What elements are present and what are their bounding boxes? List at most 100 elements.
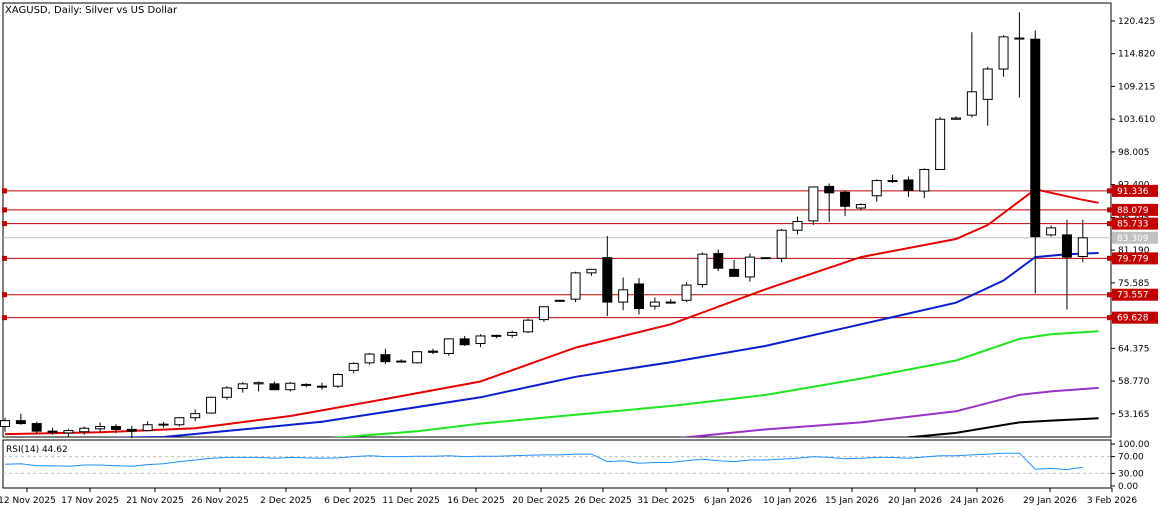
- main-pane-border: [2, 2, 1112, 438]
- candle: [142, 421, 153, 432]
- candle-body: [158, 423, 169, 426]
- candle: [618, 277, 629, 311]
- candle-body: [301, 383, 312, 386]
- candle: [253, 381, 264, 392]
- time-tick-label: 12 Nov 2025: [0, 496, 56, 506]
- candle-body: [602, 257, 613, 303]
- candle-body: [142, 424, 153, 432]
- candle: [0, 417, 10, 432]
- price-tick-label: 109.215: [1118, 82, 1155, 92]
- candle-body: [1014, 37, 1025, 40]
- price-tick-label: 120.425: [1118, 17, 1155, 27]
- candle: [729, 260, 740, 277]
- candle: [47, 427, 58, 435]
- candle-body: [840, 191, 851, 207]
- candle: [1014, 12, 1025, 98]
- chart-title: XAGUSD, Daily: Silver vs US Dollar: [5, 5, 178, 16]
- candle: [412, 351, 423, 364]
- time-tick-label: 10 Jan 2026: [763, 496, 817, 506]
- candle: [697, 252, 708, 288]
- price-tick-label: 58.770: [1118, 377, 1150, 387]
- price-level-tag: [1112, 288, 1158, 301]
- candle-body: [443, 338, 454, 354]
- moving-average-line: [678, 386, 1099, 437]
- candle: [665, 299, 676, 304]
- candle-body: [412, 351, 423, 364]
- candle-body: [713, 253, 724, 269]
- price-level-tag: [1112, 184, 1158, 197]
- candle: [475, 334, 486, 348]
- candle-body: [332, 373, 343, 387]
- candle-body: [491, 334, 502, 337]
- rsi-tick-label: 0.00: [1118, 482, 1138, 492]
- candle-body: [348, 362, 359, 371]
- candle-body: [776, 229, 787, 259]
- candle: [760, 257, 771, 260]
- price-level-label: 79.779: [1117, 254, 1149, 264]
- price-level-label: 73.557: [1117, 291, 1149, 301]
- price-level-marker-right: [1107, 207, 1112, 213]
- candle-body: [317, 385, 327, 388]
- candle: [380, 348, 391, 364]
- candle-body: [951, 117, 961, 120]
- candle: [285, 382, 296, 392]
- price-level-label: 88.079: [1117, 206, 1149, 216]
- candle: [174, 417, 185, 427]
- candle-body: [618, 289, 629, 303]
- price-level-marker-left: [2, 315, 7, 321]
- rsi-tick-label: 70.00: [1118, 453, 1144, 463]
- candle: [776, 229, 787, 263]
- candle-body: [364, 353, 375, 364]
- candle-body: [1046, 227, 1057, 236]
- time-tick-label: 20 Dec 2025: [512, 496, 570, 506]
- price-level-marker-right: [1107, 221, 1112, 227]
- time-tick-label: 6 Dec 2025: [324, 496, 376, 506]
- candle: [396, 359, 407, 363]
- candle-body: [634, 283, 644, 309]
- candle-body: [15, 420, 26, 425]
- candle-body: [47, 430, 58, 433]
- candle-body: [998, 36, 1009, 70]
- candle-body: [966, 91, 977, 116]
- candle: [586, 268, 597, 276]
- candle: [158, 421, 169, 428]
- candle: [824, 183, 835, 223]
- candle: [792, 216, 803, 235]
- candle: [855, 203, 866, 211]
- candle: [935, 116, 946, 170]
- time-tick-label: 20 Jan 2026: [888, 496, 942, 506]
- current-price-label: 83.309: [1117, 234, 1149, 244]
- candle: [317, 382, 327, 390]
- candle: [63, 428, 74, 437]
- price-level-marker-left: [2, 221, 7, 227]
- candle: [1046, 225, 1057, 237]
- price-level-marker-right: [1107, 315, 1112, 321]
- candle: [348, 362, 359, 374]
- candle-body: [507, 331, 518, 336]
- candle: [808, 186, 819, 225]
- candle-body: [665, 301, 676, 304]
- current-price-tag: [1112, 231, 1158, 244]
- price-level-marker-left: [2, 188, 7, 194]
- candle: [1061, 219, 1072, 310]
- price-tick-label: 64.375: [1118, 344, 1150, 354]
- candle-body: [269, 383, 280, 391]
- candle-body: [206, 396, 217, 414]
- price-tick-label: 103.610: [1118, 115, 1155, 125]
- candle-body: [570, 272, 581, 300]
- candle: [649, 297, 660, 310]
- candle: [998, 35, 1009, 77]
- candle-body: [523, 319, 534, 333]
- candle: [301, 383, 312, 388]
- candle: [903, 176, 914, 197]
- candle: [507, 330, 518, 338]
- candle: [206, 396, 217, 414]
- time-tick-label: 31 Dec 2025: [637, 496, 695, 506]
- candle: [126, 425, 137, 439]
- candle-body: [824, 185, 835, 194]
- price-tick-label: 53.165: [1118, 410, 1150, 420]
- candle-body: [221, 387, 232, 398]
- price-lines: [2, 188, 1112, 321]
- candle-body: [871, 180, 882, 197]
- candle-body: [1061, 234, 1072, 258]
